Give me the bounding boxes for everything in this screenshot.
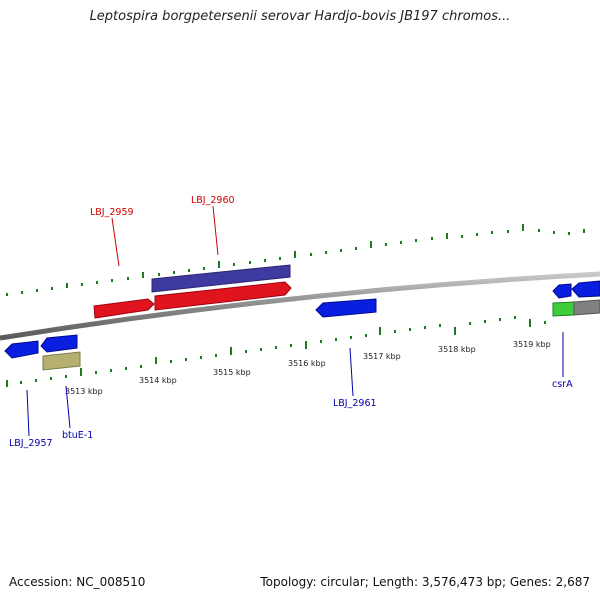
gene-LBJ_2959[interactable] — [93, 298, 155, 319]
tick-label-3515: 3515 kbp — [213, 368, 251, 377]
tick-label-3519: 3519 kbp — [513, 340, 551, 349]
green-feature[interactable] — [552, 301, 575, 317]
cds-feature-upper[interactable] — [151, 264, 291, 293]
gene-LBJ_2961[interactable] — [315, 298, 377, 318]
reverse-tick-row — [6, 316, 546, 387]
rna-feature[interactable] — [42, 351, 81, 371]
gene-LBJ_2960[interactable] — [154, 281, 292, 311]
tick-label-3513: 3513 kbp — [65, 387, 103, 396]
leader-LBJ_2961 — [349, 347, 354, 397]
gene-LBJ_2957[interactable] — [4, 340, 39, 359]
accession-label: Accession: NC_008510 — [9, 575, 146, 589]
label-LBJ_2961: LBJ_2961 — [333, 398, 377, 409]
gene-csrA[interactable] — [552, 283, 572, 299]
topology-label: Topology: circular; Length: 3,576,473 bp… — [260, 575, 590, 589]
gene-btuE-1[interactable] — [40, 334, 78, 353]
label-btuE-1: btuE-1 — [62, 430, 93, 441]
leader-LBJ_2957 — [26, 389, 30, 437]
label-csrA: csrA — [552, 379, 573, 390]
tick-label-3518: 3518 kbp — [438, 345, 476, 354]
label-LBJ_2960: LBJ_2960 — [191, 195, 235, 206]
leader-LBJ_2959 — [111, 217, 120, 267]
tick-label-3514: 3514 kbp — [139, 376, 177, 385]
label-LBJ_2957: LBJ_2957 — [9, 438, 53, 449]
gene-reverse-partial[interactable] — [571, 280, 600, 298]
gray-feature[interactable] — [573, 299, 600, 316]
leader-LBJ_2960 — [212, 205, 219, 256]
tick-label-3517: 3517 kbp — [363, 352, 401, 361]
map-title: Leptospira borgpetersenii serovar Hardjo… — [89, 9, 511, 24]
label-LBJ_2959: LBJ_2959 — [90, 207, 134, 218]
chromosome-backbone — [0, 271, 600, 341]
leader-btuE-1 — [65, 385, 71, 429]
tick-label-3516: 3516 kbp — [288, 359, 326, 368]
forward-tick-row — [6, 224, 585, 296]
